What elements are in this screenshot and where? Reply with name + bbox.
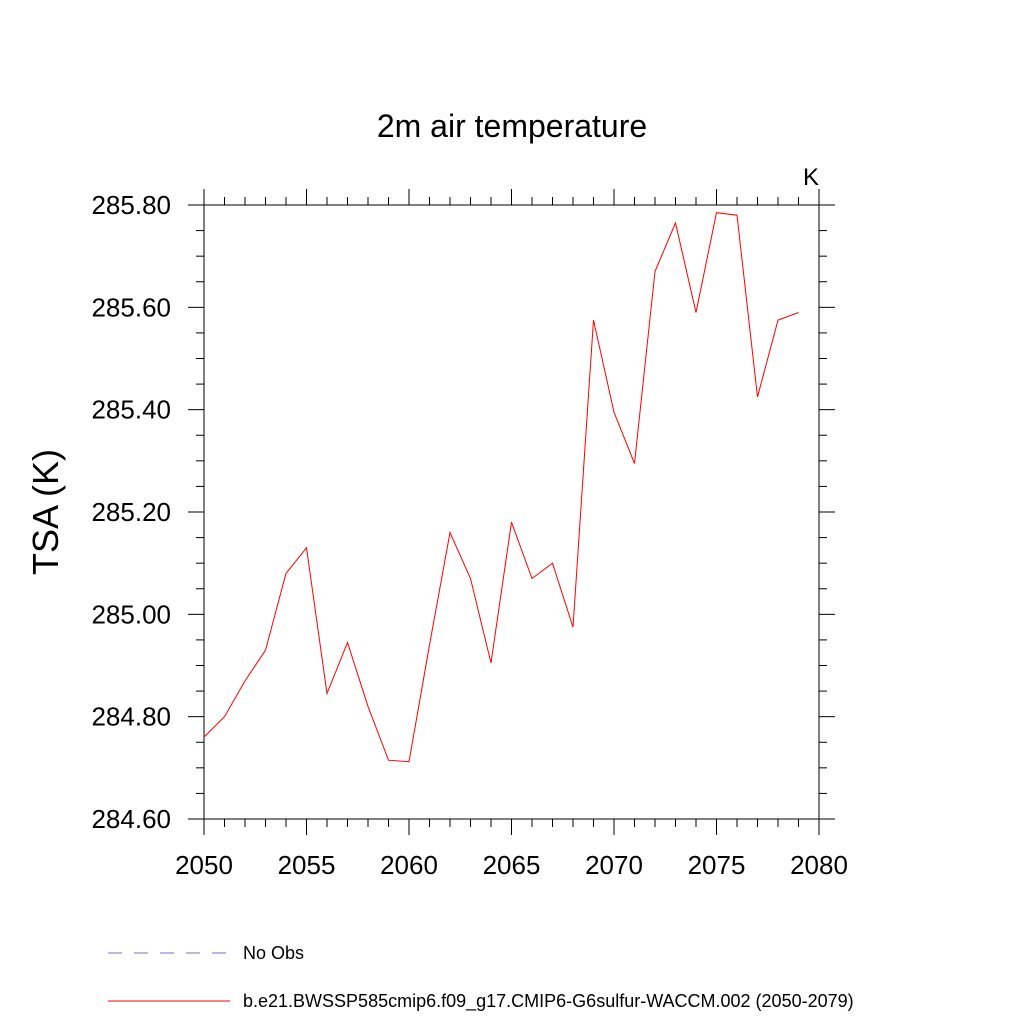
y-tick-label: 284.80 — [91, 702, 171, 732]
y-axis-label: TSA (K) — [25, 449, 66, 575]
y-tick-label: 285.20 — [91, 497, 171, 527]
x-tick-label: 2055 — [278, 850, 336, 880]
series-layer — [203, 212, 799, 763]
x-tick-label: 2070 — [585, 850, 643, 880]
y-tick-label: 284.60 — [91, 804, 171, 834]
x-tick-label: 2075 — [688, 850, 746, 880]
y-tick-label: 285.60 — [91, 292, 171, 322]
legend-label-no-obs: No Obs — [243, 943, 304, 963]
x-tick-label: 2060 — [380, 850, 438, 880]
x-tick-label: 2065 — [483, 850, 541, 880]
y-tick-label: 285.80 — [91, 190, 171, 220]
x-tick-label: 2050 — [175, 850, 233, 880]
series-line — [203, 212, 799, 763]
y-tick-label: 285.00 — [91, 599, 171, 629]
legend: No Obs b.e21.BWSSP585cmip6.f09_g17.CMIP6… — [108, 943, 854, 1012]
plot-frame — [203, 204, 820, 820]
x-tick-label: 2080 — [790, 850, 848, 880]
y-axis: 284.60 284.80 285.00 285.20 285.40 285.60 285.… — [91, 190, 835, 834]
x-axis: 2050 2055 2060 2065 2070 2075 2080 — [175, 189, 848, 880]
legend-label-simulation: b.e21.BWSSP585cmip6.f09_g17.CMIP6-G6sulf… — [243, 991, 854, 1012]
chart-title: 2m air temperature — [377, 108, 647, 144]
y-tick-label: 285.40 — [91, 395, 171, 425]
units-label: K — [803, 164, 819, 191]
